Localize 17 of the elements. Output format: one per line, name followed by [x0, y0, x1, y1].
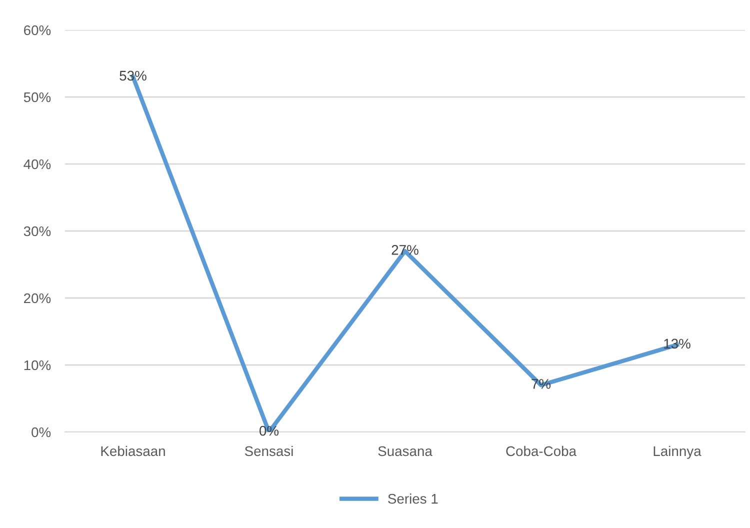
data-label: 13% [664, 338, 690, 349]
legend-label: Series 1 [388, 494, 438, 504]
data-label: 0% [260, 426, 279, 436]
y-tick-label: 0% [32, 427, 51, 438]
y-tick-label: 50% [24, 92, 51, 102]
data-label: 53% [120, 70, 146, 81]
x-tick-label: Coba-Coba [506, 446, 577, 456]
x-tick-label: Suasana [378, 446, 432, 456]
x-tick-label: Kebiasaan [101, 446, 165, 456]
x-tick-label: Sensasi [244, 446, 293, 456]
y-tick-label: 30% [24, 226, 51, 236]
data-label: 27% [392, 244, 418, 255]
y-tick-label: 40% [24, 159, 51, 170]
x-tick-label: Lainnya [654, 446, 702, 459]
y-tick-label: 60% [24, 25, 51, 36]
y-tick-label: 20% [24, 293, 51, 304]
y-tick-label: 10% [24, 360, 51, 370]
